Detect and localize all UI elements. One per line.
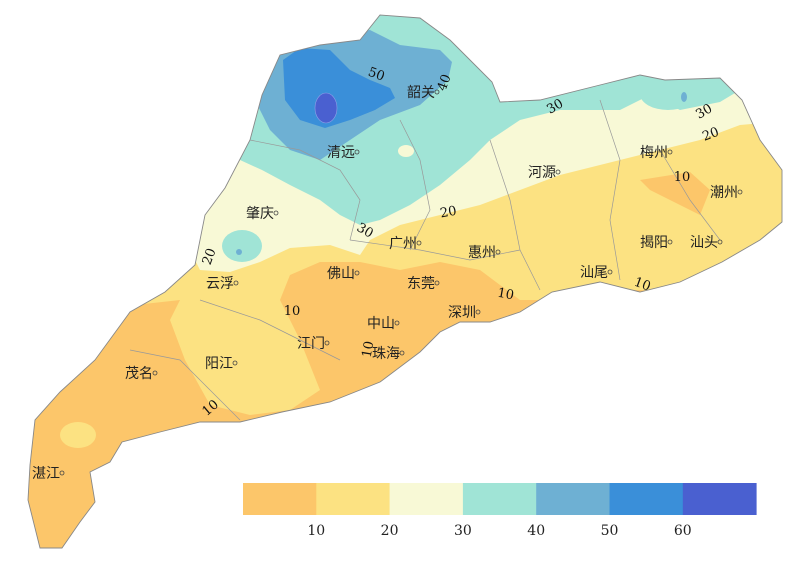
band-60-plus [314, 92, 338, 124]
contour-label: 10 [496, 286, 515, 304]
colorbar-swatch [536, 483, 610, 515]
city-label: 河源 [528, 165, 556, 181]
contour-label: 50 [366, 65, 387, 85]
city-label: 韶关 [407, 85, 435, 101]
city-label: 深圳 [448, 305, 476, 321]
colorbar-tick: 50 [601, 523, 619, 539]
city-label: 珠海 [372, 346, 400, 362]
city-marker-icon [737, 189, 743, 195]
city-marker-icon [324, 340, 330, 346]
contour-label: 10 [632, 275, 653, 295]
city-marker-icon [667, 149, 673, 155]
city-marker-icon [59, 470, 65, 476]
band-30-40-meizhou [640, 78, 696, 110]
city-label: 汕头 [690, 235, 718, 251]
city-marker-icon [399, 350, 405, 356]
contour-label: 20 [439, 204, 458, 222]
colorbar-tick: 60 [674, 523, 692, 539]
city-label: 湛江 [32, 466, 60, 482]
city-label: 茂名 [125, 365, 153, 382]
contour-label: 10 [284, 304, 301, 319]
city-label: 阳江 [205, 356, 233, 372]
contour-label: 30 [354, 220, 376, 241]
city-marker-icon [416, 240, 422, 246]
colorbar-swatch [682, 483, 757, 515]
city-label: 东莞 [407, 276, 435, 292]
city-label: 广州 [389, 236, 417, 252]
city-label: 江门 [297, 336, 325, 352]
colorbar-tick: 30 [454, 523, 472, 539]
city-marker-icon [152, 370, 158, 376]
band-0-10-east [640, 172, 710, 215]
city-label: 揭阳 [640, 235, 668, 251]
contour-label: 30 [544, 96, 566, 117]
city-marker-icon [434, 89, 440, 95]
city-label: 云浮 [206, 276, 234, 292]
contour-label: 20 [700, 125, 721, 145]
city-label: 汕尾 [580, 265, 608, 281]
city-marker-icon [607, 269, 613, 275]
city-label: 清远 [327, 145, 355, 161]
city-marker-icon [354, 149, 360, 155]
city-label: 佛山 [327, 266, 355, 282]
city-marker-icon [232, 360, 238, 366]
band-50-60 [283, 48, 395, 128]
colorbar-swatch [609, 483, 684, 515]
city-marker-icon [394, 320, 400, 326]
colorbar-swatch [462, 483, 537, 515]
contour-label: 10 [360, 340, 378, 359]
city-label: 潮州 [710, 185, 738, 201]
contour-label: 30 [693, 101, 715, 122]
city-marker-icon [717, 239, 723, 245]
city-marker-icon [354, 270, 360, 276]
contour-label: 10 [674, 170, 691, 185]
city-marker-icon [495, 249, 501, 255]
county-borders [129, 99, 721, 421]
city-marker-icon [434, 280, 440, 286]
city-label: 中山 [367, 316, 395, 332]
contour-label: 20 [200, 246, 220, 267]
city-label: 梅州 [640, 145, 668, 161]
city-marker-icon [273, 210, 279, 216]
city-marker-icon [667, 239, 673, 245]
band-30-40-yunfu [222, 230, 262, 262]
city-marker-icon [475, 309, 481, 315]
city-marker-icon [555, 169, 561, 175]
colorbar-tick: 40 [527, 523, 545, 539]
colorbar-tick: 10 [307, 523, 325, 539]
colorbar-swatch [316, 483, 391, 515]
colorbar-swatch [389, 483, 464, 515]
colorbar-tick: 20 [381, 523, 399, 539]
city-label: 肇庆 [246, 206, 274, 222]
contour-label: 40 [435, 72, 455, 93]
city-marker-icon [233, 280, 239, 286]
colorbar: 10 20 30 40 50 60 [243, 483, 757, 539]
colorbar-swatch [243, 483, 317, 515]
city-label: 惠州 [468, 245, 496, 261]
